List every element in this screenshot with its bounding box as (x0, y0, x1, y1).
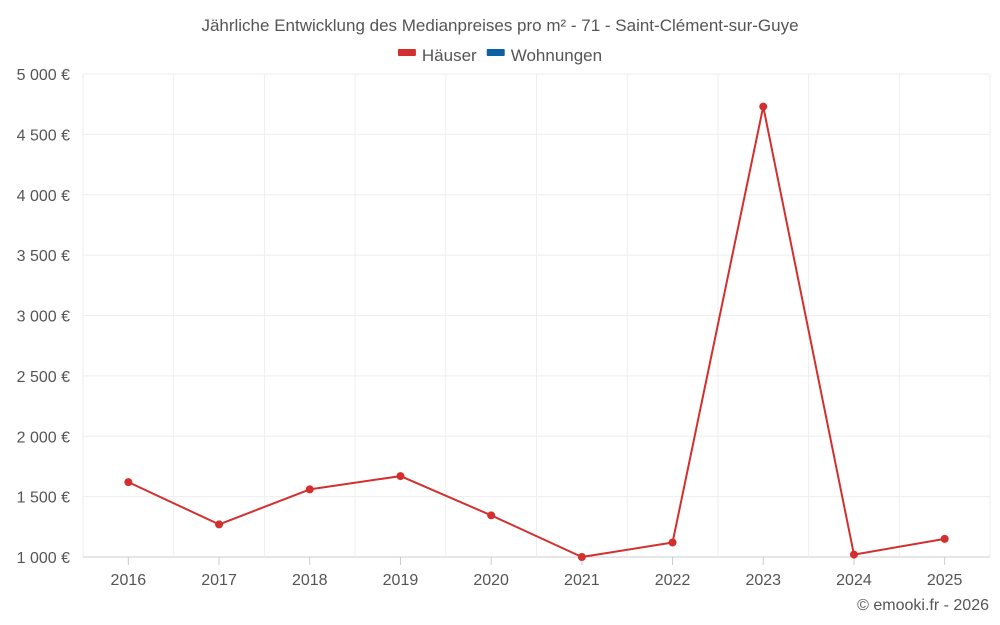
x-tick-label: 2017 (201, 572, 237, 589)
data-point-haeuser-2019[interactable] (396, 472, 405, 481)
y-tick-label: 3 000 € (17, 309, 70, 326)
data-point-haeuser-2023[interactable] (759, 102, 768, 111)
x-tick-label: 2025 (927, 572, 963, 589)
x-tick-label: 2016 (111, 572, 147, 589)
data-point-haeuser-2021[interactable] (577, 553, 586, 561)
x-axis: 2016 2017 2018 2019 2020 2021 2022 2023 2024 2025 (111, 557, 963, 589)
legend-label: Häuser (422, 46, 477, 65)
y-tick-label: 2 000 € (17, 429, 70, 446)
legend-label: Wohnungen (511, 46, 602, 65)
y-tick-label: 4 500 € (17, 127, 70, 144)
data-point-haeuser-2016[interactable] (124, 478, 133, 487)
data-point-haeuser-2025[interactable] (940, 534, 949, 543)
y-tick-label: 3 500 € (17, 248, 70, 265)
data-point-haeuser-2020[interactable] (487, 511, 496, 520)
legend-swatch (397, 49, 416, 56)
series-line-haeuser (127, 105, 945, 558)
y-axis: 1 000 € 1 500 € 2 000 € 2 500 € 3 000 € 3 500… (17, 67, 70, 567)
data-point-haeuser-2017[interactable] (215, 520, 224, 529)
x-tick-label: 2019 (383, 572, 419, 589)
data-point-haeuser-2018[interactable] (305, 485, 314, 494)
legend-swatch (486, 49, 505, 56)
series-area (124, 102, 949, 561)
x-tick-label: 2020 (473, 572, 509, 589)
y-tick-label: 1 500 € (17, 490, 70, 507)
data-point-haeuser-2022[interactable] (668, 538, 677, 547)
grid (82, 73, 991, 558)
legend: Häuser Wohnungen (397, 46, 602, 65)
x-tick-label: 2021 (564, 572, 600, 589)
x-tick-label: 2022 (655, 572, 691, 589)
legend-item-haeuser[interactable]: Häuser (397, 46, 477, 65)
y-tick-label: 5 000 € (17, 67, 70, 84)
y-tick-label: 2 500 € (17, 369, 70, 386)
y-tick-label: 4 000 € (17, 188, 70, 205)
x-tick-label: 2023 (745, 572, 781, 589)
legend-item-wohnungen[interactable]: Wohnungen (486, 46, 602, 65)
credit-text: © emooki.fr - 2026 (857, 597, 989, 614)
x-tick-label: 2024 (836, 572, 872, 589)
chart-title: Jährliche Entwicklung des Medianpreises … (201, 16, 798, 35)
data-point-haeuser-2024[interactable] (849, 550, 858, 559)
y-tick-label: 1 000 € (17, 550, 70, 567)
x-tick-label: 2018 (292, 572, 328, 589)
